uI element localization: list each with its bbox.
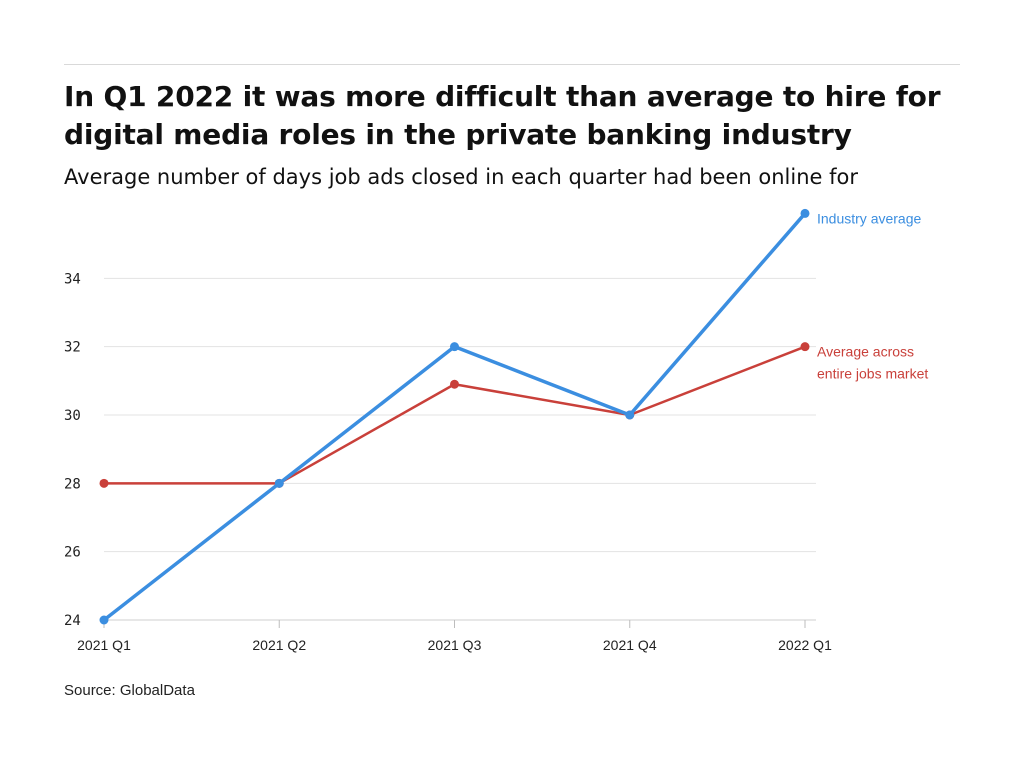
series-label-line: Average across (817, 344, 914, 360)
source-note: Source: GlobalData (64, 682, 195, 699)
data-point (450, 342, 459, 352)
series-label-line: Industry average (817, 210, 921, 226)
y-tick-label: 24 (64, 613, 81, 629)
x-tick-label: 2021 Q4 (603, 637, 657, 653)
series-label-1: Average across entire jobs market (817, 344, 928, 382)
data-point (274, 478, 284, 488)
data-point (99, 615, 109, 625)
x-tick-label: 2021 Q3 (428, 637, 482, 653)
series-label-line: entire jobs market (817, 366, 928, 382)
grid-lines (104, 277, 816, 553)
y-tick-label: 34 (64, 271, 81, 287)
chart-title: In Q1 2022 it was more difficult than av… (64, 80, 941, 151)
x-tick-label: 2021 Q1 (77, 637, 131, 653)
x-tick-label: 2022 Q1 (778, 637, 832, 653)
series-labels: Industry average Average across entire job… (817, 210, 928, 381)
y-tick-label: 30 (64, 408, 81, 424)
y-tick-label: 32 (64, 340, 81, 356)
series-line-0 (102, 211, 807, 622)
data-point (800, 342, 810, 352)
y-tick-label: 28 (64, 476, 81, 492)
y-tick-label: 26 (64, 545, 81, 561)
data-point (450, 379, 459, 389)
top-divider (64, 64, 960, 65)
data-point (625, 410, 635, 420)
x-tick-label: 2021 Q2 (252, 637, 306, 653)
series-label-0: Industry average (817, 210, 921, 226)
data-point (99, 478, 109, 488)
chart-subtitle: Average number of days job ads closed in… (64, 165, 858, 189)
series-lines (99, 208, 810, 625)
data-point (800, 208, 810, 218)
axes: 24 26 28 30 32 34 2021 Q1 2021 Q2 2021 Q3 2021 Q4… (64, 271, 832, 653)
